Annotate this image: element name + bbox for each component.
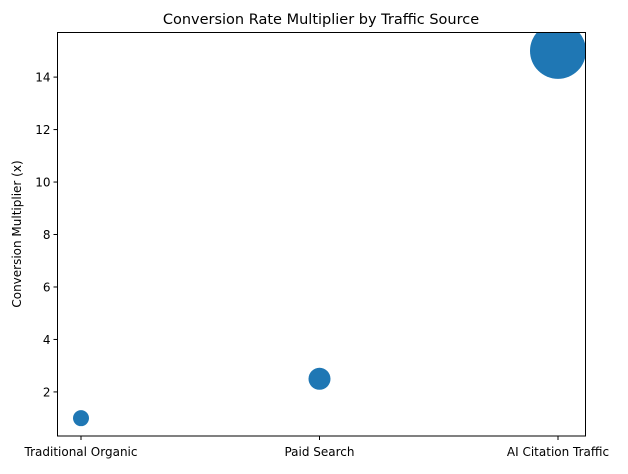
x-tick-label: Paid Search bbox=[284, 445, 354, 459]
y-tick: 8 bbox=[43, 228, 58, 242]
y-tick: 4 bbox=[43, 333, 58, 347]
y-tick-label: 14 bbox=[35, 71, 50, 85]
x-tick: AI Citation Traffic bbox=[507, 436, 609, 459]
data-point bbox=[308, 367, 331, 390]
y-tick: 2 bbox=[43, 385, 58, 399]
plot-area bbox=[73, 32, 586, 427]
x-tick-label: AI Citation Traffic bbox=[507, 445, 609, 459]
y-tick-label: 10 bbox=[35, 176, 50, 190]
y-tick: 14 bbox=[35, 71, 58, 85]
chart-title: Conversion Rate Multiplier by Traffic So… bbox=[163, 12, 479, 28]
data-point bbox=[73, 410, 89, 427]
y-axis-label: Conversion Multiplier (x) bbox=[10, 160, 24, 307]
axes-frame bbox=[57, 32, 586, 437]
y-tick-label: 4 bbox=[43, 333, 51, 347]
y-tick: 12 bbox=[35, 123, 58, 137]
x-tick-label: Traditional Organic bbox=[24, 445, 138, 459]
x-axis: Traditional Organic Paid Search AI Citatio… bbox=[24, 436, 609, 459]
y-tick: 6 bbox=[43, 280, 58, 294]
x-tick: Paid Search bbox=[284, 436, 355, 459]
data-point bbox=[530, 32, 586, 79]
y-tick: 10 bbox=[35, 176, 58, 190]
y-tick-label: 6 bbox=[43, 280, 51, 294]
y-tick-label: 2 bbox=[43, 385, 51, 399]
y-tick-label: 12 bbox=[35, 123, 50, 137]
y-axis: 2 4 6 8 10 12 14 bbox=[35, 71, 58, 399]
x-tick: Traditional Organic bbox=[24, 436, 138, 459]
y-tick-label: 8 bbox=[43, 228, 51, 242]
